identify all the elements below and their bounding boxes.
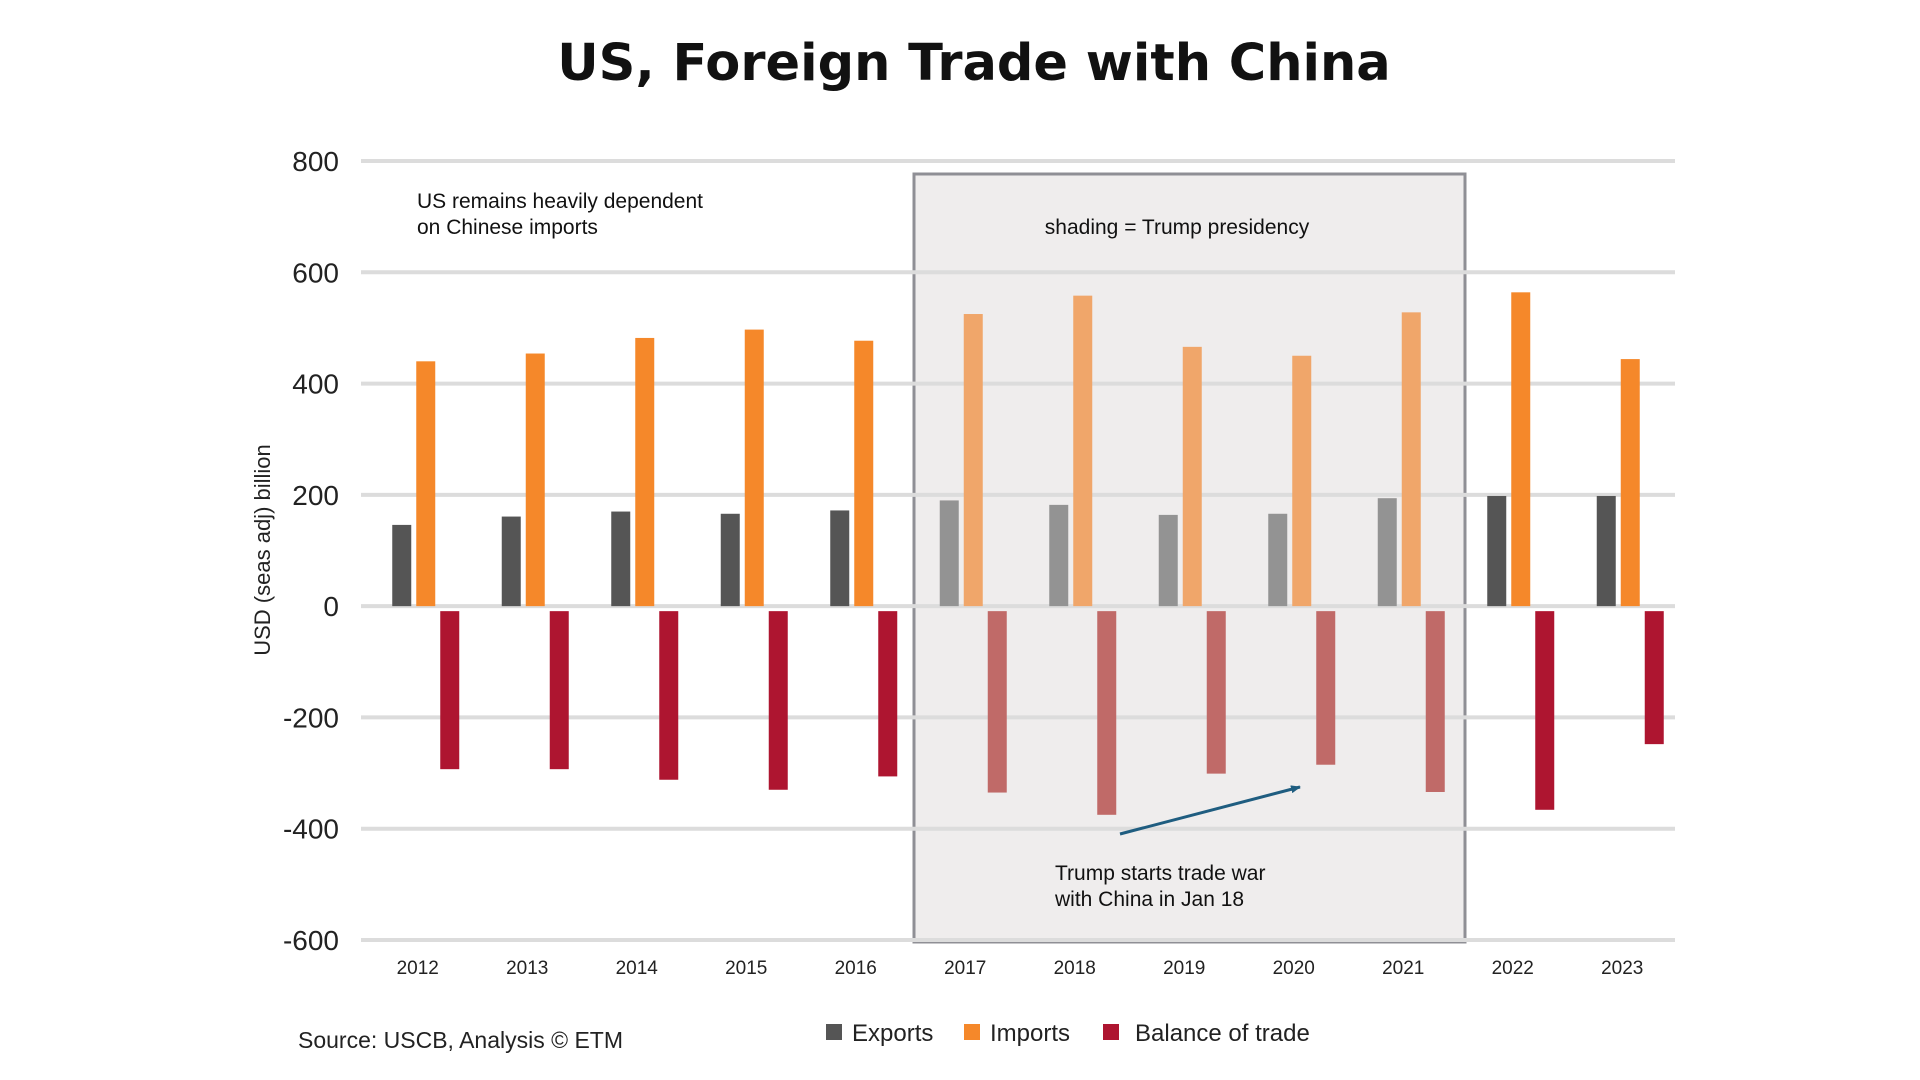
bar-imports-2017 <box>963 314 983 607</box>
y-axis-label: USD (seas adj) billion <box>250 444 275 656</box>
x-tick-label-2015: 2015 <box>725 958 767 979</box>
bar-exports-2018 <box>1049 504 1069 607</box>
bar-exports-2016 <box>830 510 850 607</box>
y-tick-label: 200 <box>292 480 339 511</box>
x-tick-label-2016: 2016 <box>835 958 877 979</box>
bar-imports-2022 <box>1511 292 1531 607</box>
bar-imports-2016 <box>854 340 874 607</box>
annotation-dependency-line-1: US remains heavily dependent <box>417 190 703 213</box>
bar-balance-2015 <box>768 611 788 790</box>
annotation-trade-war-line-1: Trump starts trade war <box>1055 862 1265 885</box>
x-tick-label-2019: 2019 <box>1163 958 1205 979</box>
legend-swatch-imports <box>964 1024 980 1040</box>
bar-imports-2020 <box>1292 355 1312 607</box>
x-tick-label-2014: 2014 <box>616 958 659 979</box>
bar-balance-2022 <box>1535 611 1555 810</box>
x-tick-label-2021: 2021 <box>1382 958 1424 979</box>
bar-balance-2018 <box>1097 611 1117 815</box>
x-tick-label-2018: 2018 <box>1054 958 1096 979</box>
annotation-trade-war-line-2: with China in Jan 18 <box>1054 888 1244 911</box>
bar-exports-2019 <box>1158 514 1178 607</box>
bar-balance-2023 <box>1644 611 1664 745</box>
bar-exports-2022 <box>1487 495 1507 607</box>
bar-exports-2015 <box>720 513 740 607</box>
y-tick-label: 600 <box>292 257 339 288</box>
bar-imports-2018 <box>1073 295 1093 607</box>
bar-exports-2017 <box>939 500 959 607</box>
bar-balance-2013 <box>549 611 569 770</box>
bar-imports-2021 <box>1401 312 1421 607</box>
y-tick-label: 0 <box>323 591 339 622</box>
y-tick-label: -200 <box>283 702 339 733</box>
bar-imports-2019 <box>1182 346 1202 607</box>
legend-label-imports: Imports <box>990 1020 1070 1047</box>
legend: Exports Imports Balance of trade <box>826 1020 1310 1047</box>
bar-exports-2021 <box>1377 498 1397 607</box>
bar-exports-2013 <box>501 516 521 607</box>
y-axis-ticks: 800 600 400 200 0 -200 -400 -600 <box>283 146 339 956</box>
bar-imports-2023 <box>1620 359 1640 607</box>
bar-balance-2016 <box>878 611 898 777</box>
y-tick-label: 400 <box>292 369 339 400</box>
x-tick-label-2022: 2022 <box>1492 958 1534 979</box>
x-tick-label-2013: 2013 <box>506 958 548 979</box>
bar-balance-2012 <box>440 611 460 770</box>
x-axis-ticks: 2012 2013 2014 2015 2016 2017 2018 2019 2020 2021… <box>397 958 1644 979</box>
bar-imports-2012 <box>416 361 436 607</box>
bar-balance-2017 <box>987 611 1007 793</box>
bar-balance-2014 <box>659 611 679 780</box>
x-tick-label-2020: 2020 <box>1273 958 1315 979</box>
x-tick-label-2012: 2012 <box>397 958 439 979</box>
bar-imports-2013 <box>525 353 545 607</box>
x-tick-label-2017: 2017 <box>944 958 986 979</box>
x-tick-label-2023: 2023 <box>1601 958 1643 979</box>
chart-title: US, Foreign Trade with China <box>557 34 1390 93</box>
shading-label: shading = Trump presidency <box>1045 216 1310 239</box>
bar-exports-2020 <box>1268 513 1288 607</box>
annotation-dependency-line-2: on Chinese imports <box>417 216 598 239</box>
trade-war-arrow <box>1119 785 1301 836</box>
y-tick-label: -600 <box>283 925 339 956</box>
legend-label-exports: Exports <box>852 1020 933 1047</box>
legend-swatch-balance <box>1103 1024 1119 1040</box>
y-tick-label: 800 <box>292 146 339 177</box>
legend-label-balance: Balance of trade <box>1135 1020 1310 1047</box>
bar-balance-2020 <box>1316 611 1336 765</box>
legend-swatch-exports <box>826 1024 842 1040</box>
bar-balance-2019 <box>1206 611 1226 774</box>
bar-exports-2012 <box>392 524 412 607</box>
bar-imports-2014 <box>635 337 655 607</box>
y-tick-label: -400 <box>283 814 339 845</box>
gridlines <box>361 159 1675 942</box>
source-note: Source: USCB, Analysis © ETM <box>298 1027 623 1053</box>
bar-exports-2023 <box>1596 495 1616 607</box>
bar-balance-2021 <box>1425 611 1445 792</box>
bar-exports-2014 <box>611 511 631 607</box>
bars <box>392 292 1664 815</box>
bar-imports-2015 <box>744 329 764 607</box>
